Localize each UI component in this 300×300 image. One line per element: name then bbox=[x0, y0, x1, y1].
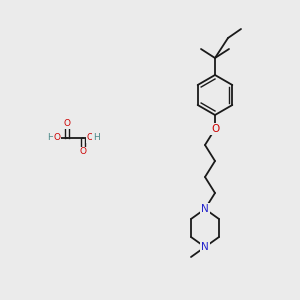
Text: O: O bbox=[53, 134, 61, 142]
Text: O: O bbox=[64, 119, 70, 128]
Text: N: N bbox=[201, 204, 209, 214]
Text: O: O bbox=[211, 124, 219, 134]
Text: N: N bbox=[201, 242, 209, 252]
Text: H: H bbox=[48, 134, 54, 142]
Text: O: O bbox=[86, 134, 94, 142]
Text: O: O bbox=[80, 148, 86, 157]
Text: H: H bbox=[93, 134, 99, 142]
